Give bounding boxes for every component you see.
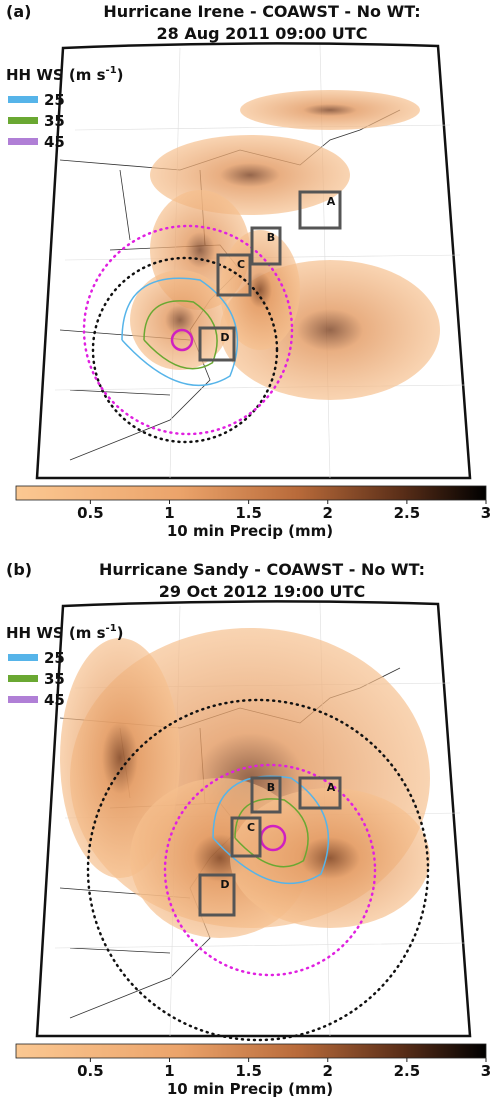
legend-label: 45 — [44, 133, 65, 151]
precip-area — [230, 788, 430, 928]
legend-title-sup: -1 — [106, 623, 117, 634]
legend-swatch — [8, 117, 38, 124]
colorbar-tick-label: 3 — [481, 504, 491, 522]
region-label: D — [220, 331, 229, 344]
radius-circle — [163, 763, 377, 977]
radius-circle — [82, 224, 294, 436]
panel-title: Hurricane Sandy - COAWST - No WT: — [99, 560, 425, 579]
precip-area — [220, 230, 300, 350]
colorbar-tick-label: 1.5 — [235, 504, 262, 522]
precip-area — [130, 270, 230, 370]
colorbar-tick-label: 2.5 — [394, 504, 421, 522]
legend-swatch — [8, 138, 38, 145]
wind-contour — [121, 277, 239, 387]
region-box — [198, 873, 236, 917]
legend-title-part: HH WS (m s — [6, 66, 106, 84]
colorbar-tick-label: 2 — [323, 1062, 333, 1080]
legend-swatch — [8, 96, 38, 103]
region-box — [298, 190, 342, 230]
legend-label: 25 — [44, 649, 65, 667]
legend-label: 35 — [44, 670, 65, 688]
wind-contour — [212, 775, 330, 885]
region-label: D — [220, 878, 229, 891]
colorbar-label: 10 min Precip (mm) — [167, 1080, 333, 1098]
region-box — [250, 776, 282, 814]
panel-title: 29 Oct 2012 19:00 UTC — [159, 582, 365, 601]
legend-label: 25 — [44, 91, 65, 109]
colorbar — [15, 1043, 487, 1059]
legend-title-part: HH WS (m s — [6, 624, 106, 642]
legend-swatch — [8, 654, 38, 661]
colorbar-tick-label: 1.5 — [235, 1062, 262, 1080]
colorbar-label: 10 min Precip (mm) — [167, 522, 333, 540]
region-box — [216, 253, 252, 297]
panel-label: (a) — [6, 2, 31, 21]
radius-circle — [91, 256, 279, 444]
legend-title-part: ) — [117, 66, 124, 84]
panel: (a) Hurricane Irene - COAWST - No WT: 28 A… — [6, 2, 491, 540]
legend-title-sup: -1 — [106, 65, 117, 76]
colorbar-tick-label: 0.5 — [77, 1062, 104, 1080]
colorbar-tick-label: 1 — [164, 1062, 174, 1080]
region-label: B — [267, 231, 275, 244]
wind-contour — [234, 798, 309, 868]
panel: (b) Hurricane Sandy - COAWST - No WT: 29 O… — [6, 560, 491, 1098]
region-label: A — [327, 781, 336, 794]
colorbar-tick-label: 1 — [164, 504, 174, 522]
legend-title: HH WS (m s-1) — [6, 623, 124, 642]
panel-title: Hurricane Irene - COAWST - No WT: — [103, 2, 420, 21]
legend-label: 35 — [44, 112, 65, 130]
region-label: C — [237, 258, 245, 271]
radius-circle — [86, 698, 430, 1042]
region-label: B — [267, 781, 275, 794]
colorbar-tick-label: 2 — [323, 504, 333, 522]
legend-swatch — [8, 696, 38, 703]
region-label: C — [247, 821, 255, 834]
legend-label: 45 — [44, 691, 65, 709]
legend-swatch — [8, 675, 38, 682]
region-box — [298, 776, 342, 810]
panel-label: (b) — [6, 560, 32, 579]
eye-circle — [170, 328, 194, 352]
region-box — [250, 226, 282, 266]
precip-area — [240, 90, 420, 130]
colorbar-tick-label: 3 — [481, 1062, 491, 1080]
colorbar-tick-label: 2.5 — [394, 1062, 421, 1080]
region-label: A — [327, 195, 336, 208]
region-box — [230, 816, 262, 858]
colorbar — [15, 485, 487, 501]
colorbar-tick-label: 0.5 — [77, 504, 104, 522]
legend-title: HH WS (m s-1) — [6, 65, 124, 84]
legend-title-part: ) — [117, 624, 124, 642]
region-box — [198, 326, 236, 362]
panel-title: 28 Aug 2011 09:00 UTC — [157, 24, 368, 43]
